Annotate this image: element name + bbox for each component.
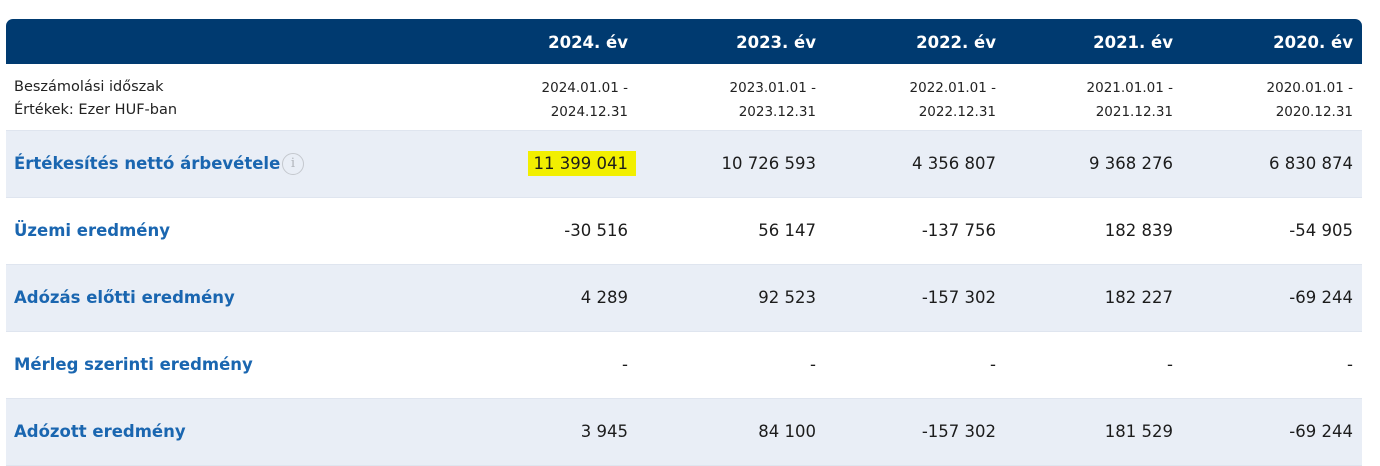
value-cell-2023: - — [810, 355, 816, 374]
period-start: 2024.01.01 - — [541, 80, 628, 96]
period-end: 2021.12.31 — [1095, 104, 1173, 120]
highlighted-value: 11 399 041 — [527, 151, 636, 176]
value-cell-2020: 6 830 874 — [1269, 154, 1353, 173]
row-label-balance-result[interactable]: Mérleg szerinti eredmény — [14, 355, 253, 374]
value-cell-2021: 181 529 — [1104, 422, 1173, 441]
table-row-balance-result: Mérleg szerinti eredmény - - - - - — [6, 332, 1362, 399]
value-cell-2022: 4 356 807 — [912, 154, 996, 173]
period-start: 2020.01.01 - — [1266, 80, 1353, 96]
financial-table: 2024. év 2023. év 2022. év 2021. év 2020… — [6, 19, 1362, 466]
value-cell-2023: 10 726 593 — [721, 154, 816, 173]
period-start: 2023.01.01 - — [729, 80, 816, 96]
value-cell-2020: -69 244 — [1289, 288, 1353, 307]
period-end: 2024.12.31 — [550, 104, 628, 120]
row-label-net-result[interactable]: Adózott eredmény — [14, 422, 186, 441]
period-row: Beszámolási időszak Értékek: Ezer HUF-ba… — [6, 64, 1362, 131]
value-cell-2024: 4 289 — [580, 288, 628, 307]
period-end: 2022.12.31 — [918, 104, 996, 120]
value-cell-2022: -137 756 — [921, 221, 996, 240]
value-cell-2024: 11 399 041 — [527, 131, 636, 197]
table-row-pretax-result: Adózás előtti eredmény 4 289 92 523 -157… — [6, 265, 1362, 332]
value-cell-2020: -54 905 — [1289, 221, 1353, 240]
value-cell-2020: -69 244 — [1289, 422, 1353, 441]
year-header-2020: 2020. év — [1273, 33, 1353, 52]
value-cell-2020: - — [1347, 355, 1353, 374]
period-cell-2024: 2024.01.01 - 2024.12.31 — [542, 76, 628, 124]
table-row-operating-result: Üzemi eredmény -30 516 56 147 -137 756 1… — [6, 198, 1362, 265]
year-header-2024: 2024. év — [548, 33, 628, 52]
value-cell-2023: 84 100 — [758, 422, 816, 441]
period-cell-2020: 2020.01.01 - 2020.12.31 — [1267, 76, 1353, 124]
row-label-pretax-result[interactable]: Adózás előtti eredmény — [14, 288, 235, 307]
period-cell-2022: 2022.01.01 - 2022.12.31 — [910, 76, 996, 124]
table-row-revenue: Értékesítés nettó árbevétele i 11 399 04… — [6, 131, 1362, 198]
info-icon[interactable]: i — [282, 153, 304, 175]
year-header-2022: 2022. év — [916, 33, 996, 52]
period-label: Beszámolási időszak Értékek: Ezer HUF-ba… — [14, 76, 177, 122]
row-label-operating-result[interactable]: Üzemi eredmény — [14, 221, 171, 240]
value-cell-2024: 3 945 — [580, 422, 628, 441]
period-label-line2: Értékek: Ezer HUF-ban — [14, 102, 178, 118]
period-cell-2023: 2023.01.01 - 2023.12.31 — [730, 76, 816, 124]
table-header: 2024. év 2023. év 2022. év 2021. év 2020… — [6, 19, 1362, 64]
period-label-line1: Beszámolási időszak — [14, 79, 164, 95]
period-start: 2021.01.01 - — [1086, 80, 1173, 96]
row-label-revenue[interactable]: Értékesítés nettó árbevétele — [14, 154, 281, 173]
value-cell-2022: -157 302 — [921, 422, 996, 441]
value-cell-2024: -30 516 — [564, 221, 628, 240]
period-cell-2021: 2021.01.01 - 2021.12.31 — [1087, 76, 1173, 124]
value-cell-2021: 9 368 276 — [1089, 154, 1173, 173]
value-cell-2023: 56 147 — [758, 221, 816, 240]
value-cell-2023: 92 523 — [758, 288, 816, 307]
period-end: 2020.12.31 — [1275, 104, 1353, 120]
value-cell-2021: 182 227 — [1104, 288, 1173, 307]
period-end: 2023.12.31 — [738, 104, 816, 120]
value-cell-2022: - — [990, 355, 996, 374]
value-cell-2024: - — [622, 355, 628, 374]
value-cell-2022: -157 302 — [921, 288, 996, 307]
value-cell-2021: 182 839 — [1104, 221, 1173, 240]
year-header-2023: 2023. év — [736, 33, 816, 52]
period-start: 2022.01.01 - — [909, 80, 996, 96]
table-row-net-result: Adózott eredmény 3 945 84 100 -157 302 1… — [6, 399, 1362, 466]
year-header-2021: 2021. év — [1093, 33, 1173, 52]
value-cell-2021: - — [1167, 355, 1173, 374]
